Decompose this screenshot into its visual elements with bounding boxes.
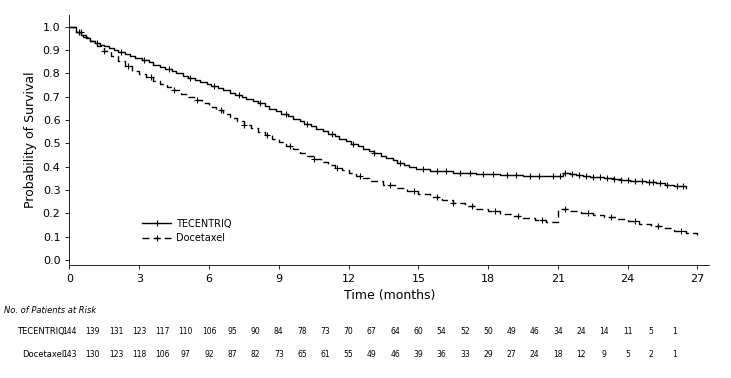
X-axis label: Time (months): Time (months) [344, 289, 435, 302]
Text: 90: 90 [251, 327, 260, 336]
Text: 18: 18 [553, 350, 563, 359]
Text: 46: 46 [390, 350, 400, 359]
Text: 123: 123 [109, 350, 123, 359]
Text: TECENTRIQ: TECENTRIQ [17, 327, 64, 336]
Text: 82: 82 [251, 350, 260, 359]
Text: 131: 131 [109, 327, 123, 336]
Text: 144: 144 [62, 327, 77, 336]
Text: 55: 55 [344, 350, 353, 359]
Text: 14: 14 [599, 327, 609, 336]
Text: 123: 123 [132, 327, 146, 336]
Text: 60: 60 [414, 327, 423, 336]
Text: 117: 117 [155, 327, 170, 336]
Text: 95: 95 [227, 327, 237, 336]
Text: 87: 87 [227, 350, 237, 359]
Text: 73: 73 [320, 327, 330, 336]
Text: 46: 46 [530, 327, 539, 336]
Text: 106: 106 [202, 327, 216, 336]
Text: 12: 12 [577, 350, 586, 359]
Text: 33: 33 [460, 350, 470, 359]
Text: 9: 9 [602, 350, 607, 359]
Text: 67: 67 [367, 327, 376, 336]
Text: 27: 27 [507, 350, 516, 359]
Text: 61: 61 [320, 350, 330, 359]
Text: 70: 70 [344, 327, 353, 336]
Text: 39: 39 [414, 350, 423, 359]
Text: 1: 1 [672, 327, 677, 336]
Text: 73: 73 [274, 350, 284, 359]
Text: 54: 54 [436, 327, 447, 336]
Y-axis label: Probability of Survival: Probability of Survival [24, 71, 37, 208]
Text: 139: 139 [86, 327, 100, 336]
Text: 97: 97 [181, 350, 191, 359]
Text: 84: 84 [274, 327, 284, 336]
Text: 34: 34 [553, 327, 563, 336]
Text: No. of Patients at Risk: No. of Patients at Risk [4, 306, 96, 315]
Text: 52: 52 [460, 327, 469, 336]
Text: 11: 11 [623, 327, 632, 336]
Text: 49: 49 [507, 327, 516, 336]
Text: Docetaxel: Docetaxel [22, 350, 64, 359]
Text: 118: 118 [132, 350, 146, 359]
Text: 143: 143 [62, 350, 77, 359]
Text: 65: 65 [298, 350, 307, 359]
Text: 29: 29 [483, 350, 493, 359]
Text: 78: 78 [298, 327, 307, 336]
Text: 50: 50 [483, 327, 493, 336]
Text: 106: 106 [155, 350, 170, 359]
Text: 24: 24 [576, 327, 586, 336]
Legend: TECENTRIQ, Docetaxel: TECENTRIQ, Docetaxel [138, 215, 235, 247]
Text: 24: 24 [530, 350, 539, 359]
Text: 5: 5 [648, 327, 654, 336]
Text: 5: 5 [625, 350, 630, 359]
Text: 36: 36 [436, 350, 447, 359]
Text: 92: 92 [204, 350, 213, 359]
Text: 64: 64 [390, 327, 400, 336]
Text: 2: 2 [648, 350, 654, 359]
Text: 110: 110 [178, 327, 193, 336]
Text: 49: 49 [367, 350, 376, 359]
Text: 1: 1 [672, 350, 677, 359]
Text: 130: 130 [86, 350, 100, 359]
